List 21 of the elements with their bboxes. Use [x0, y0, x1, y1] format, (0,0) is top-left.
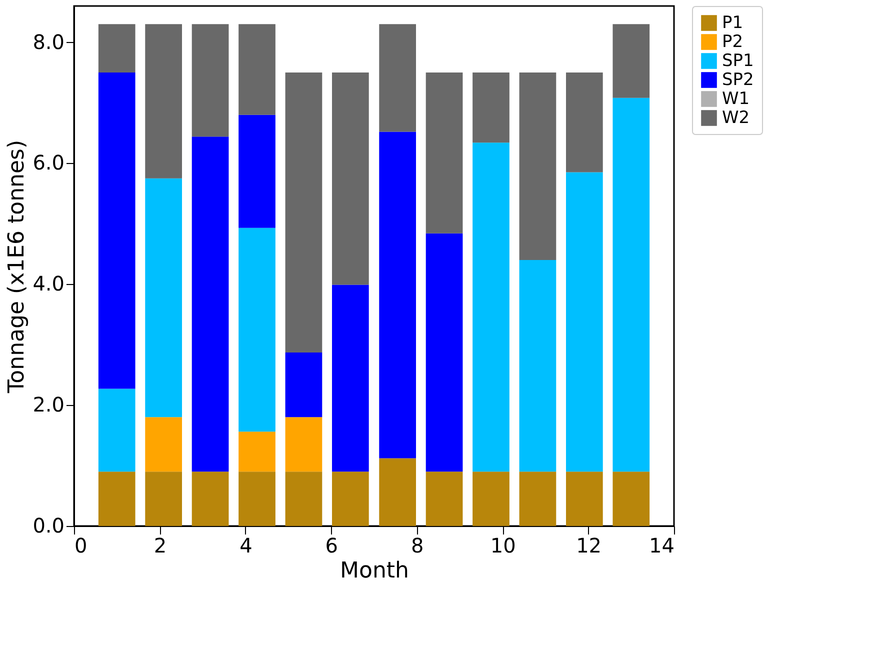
x-tick-label: 2 — [154, 534, 167, 558]
x-tick-label: 12 — [576, 534, 602, 558]
legend-label: P2 — [722, 32, 744, 52]
x-tick-label: 8 — [410, 534, 424, 558]
x-tick-label: 14 — [649, 534, 674, 558]
y-tick-label: 8.0 — [32, 30, 64, 54]
y-tick-label: 6.0 — [32, 150, 64, 175]
x-tick-label: 6 — [325, 534, 338, 558]
legend-label: W2 — [722, 108, 750, 128]
legend-label: SP1 — [722, 51, 754, 71]
y-axis-title: Tonnage (x1E6 tonnes) — [4, 140, 30, 394]
y-tick-label: 0.0 — [32, 514, 64, 538]
x-tick-label: 10 — [490, 534, 516, 558]
legend-label: W1 — [722, 89, 750, 109]
x-tick-label: 0 — [74, 534, 88, 558]
x-axis-title: Month — [340, 558, 409, 584]
legend-label: SP2 — [722, 70, 754, 90]
y-tick-label: 4.0 — [32, 272, 64, 296]
legend-label: P1 — [722, 13, 744, 33]
y-tick-label: 2.0 — [32, 392, 64, 417]
x-tick-label: 4 — [240, 534, 252, 558]
